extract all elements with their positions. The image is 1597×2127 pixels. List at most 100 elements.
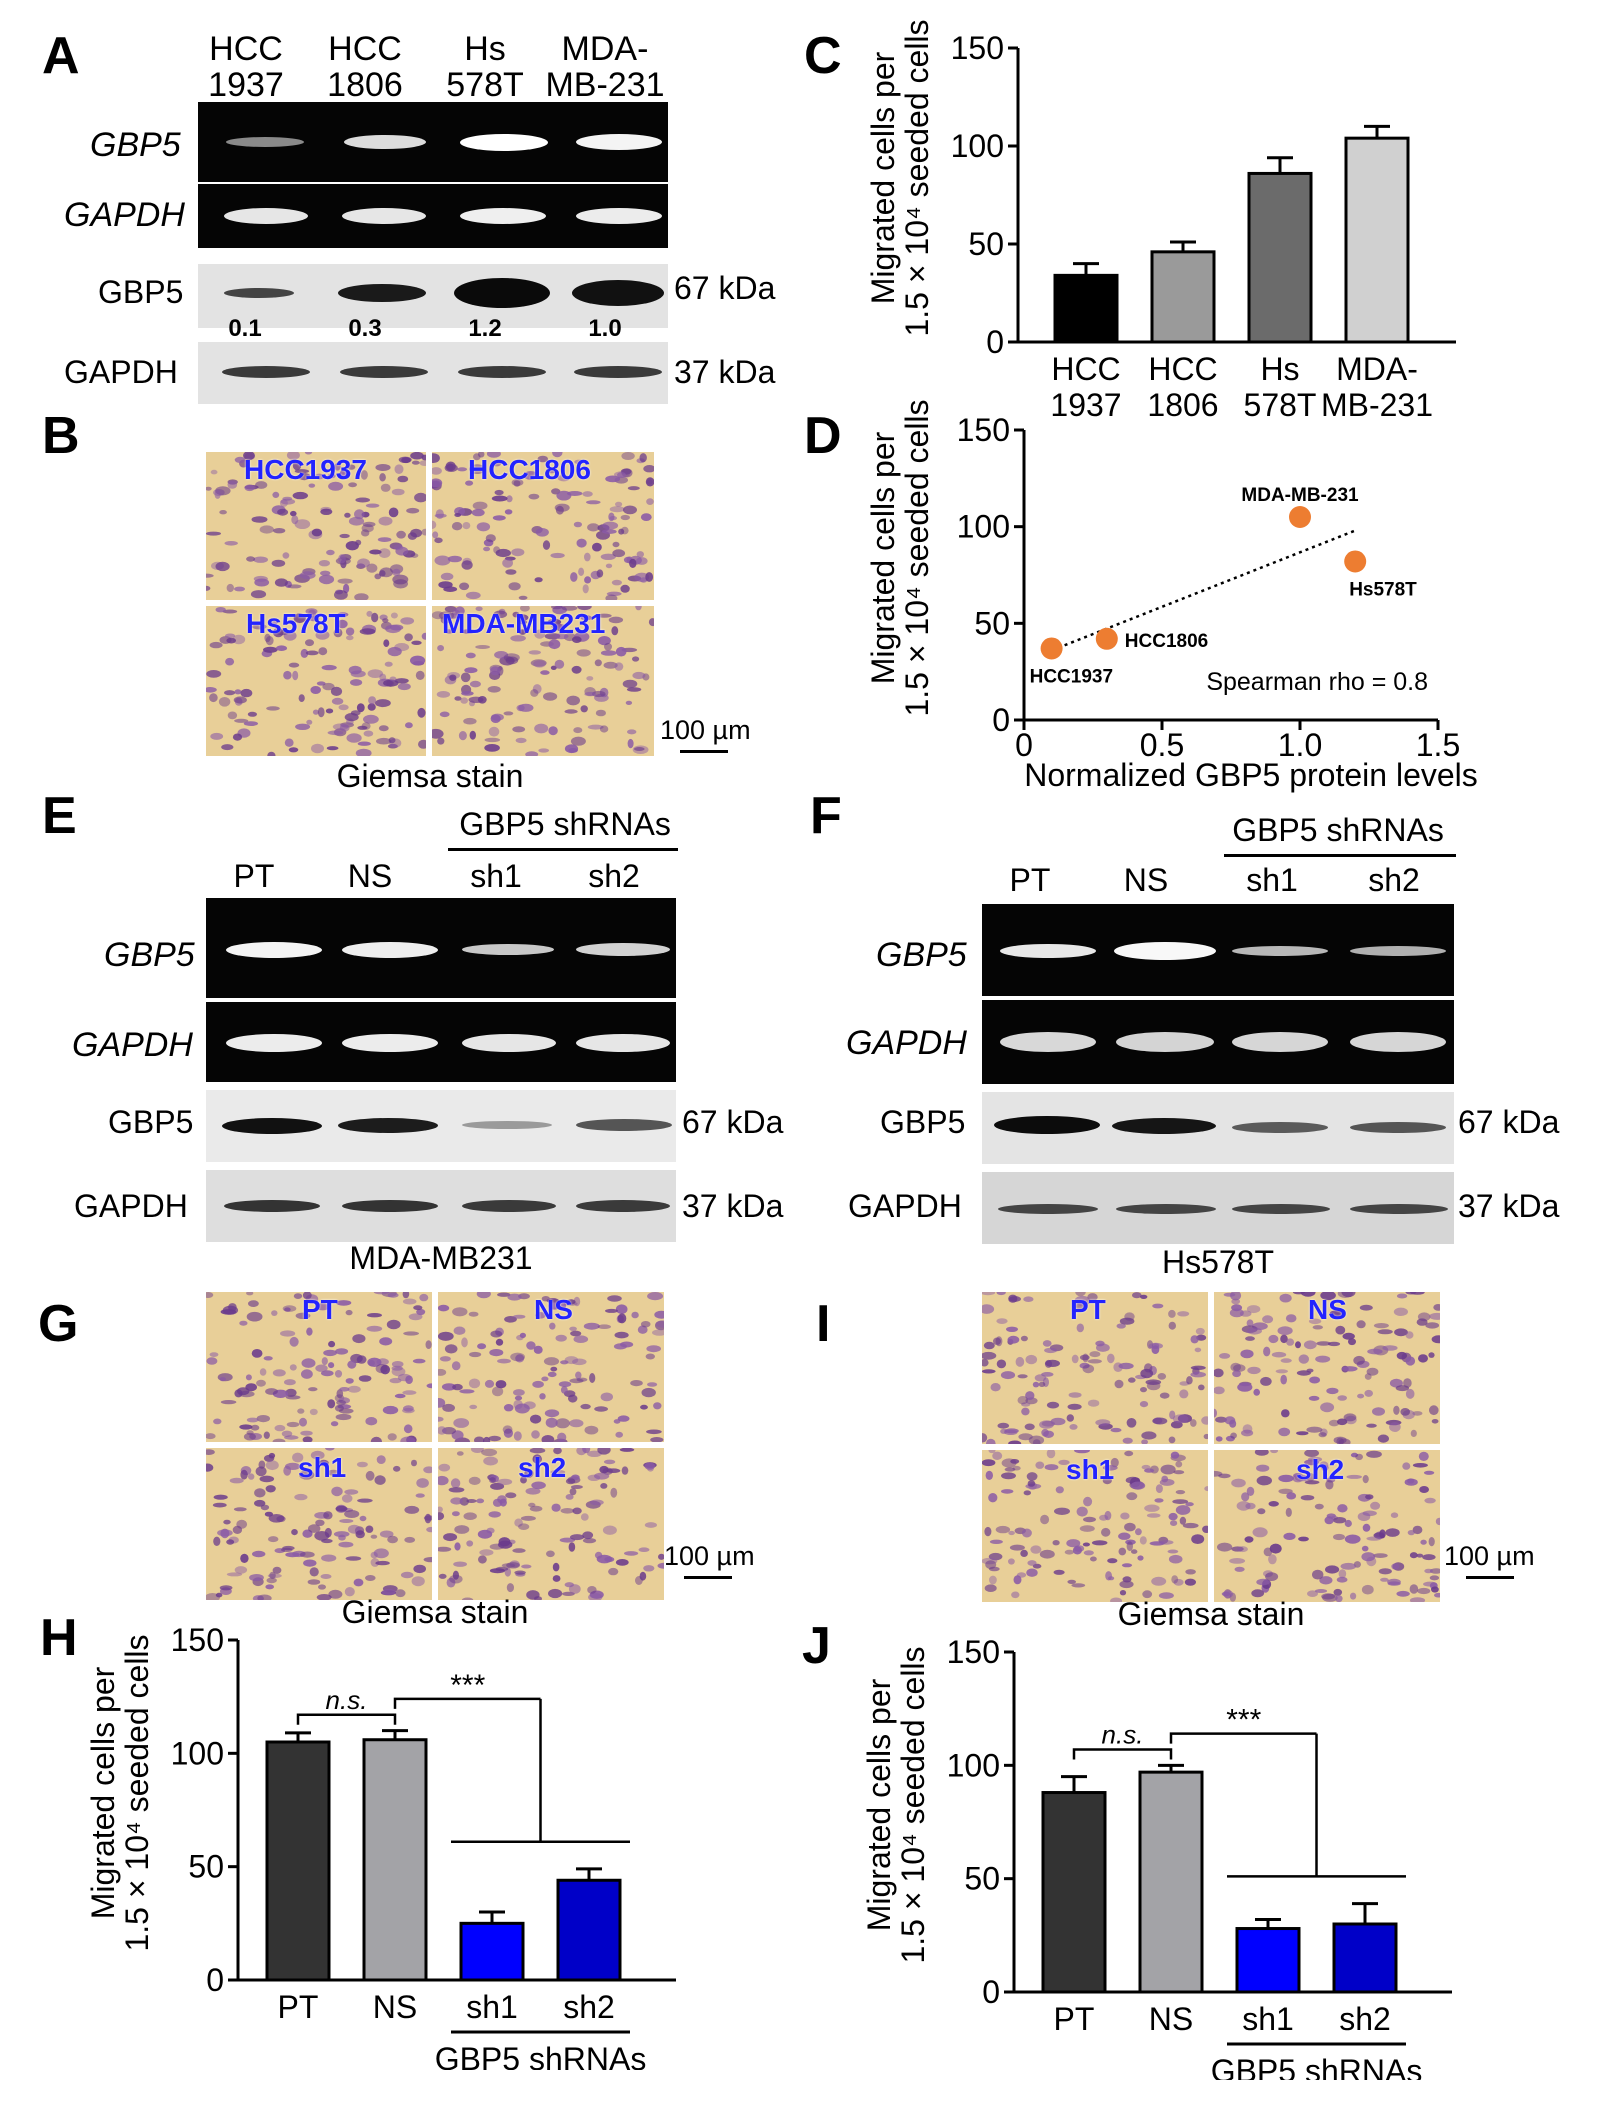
correlation-annotation: Spearman rho = 0.8 [1206,668,1428,696]
x-tick-label-line: PT [1054,2001,1095,2037]
sig-bracket-top [393,1697,541,1709]
lane-label: PT [233,858,275,894]
micrograph-label: HCC1937 [244,454,367,485]
significance-ns: n.s. [326,1685,368,1715]
x-tick-label: sh2 [563,1989,615,2025]
y-axis-label-line: 1.5 × 10⁴ seeded cells [119,1634,155,1951]
y-tick-label: 0 [992,702,1010,738]
x-tick-label: 0.5 [1140,727,1184,763]
x-tick-label-line: Hs [1260,351,1299,387]
significance-ns: n.s. [1102,1719,1144,1749]
cell-texture [206,1292,432,1442]
rt-pcr-gel-gapdh [982,1000,1454,1084]
x-tick-label-line: NS [1149,2001,1193,2037]
bar [1053,273,1119,344]
bar [1332,1922,1398,1994]
cell-texture [982,1450,1208,1602]
scale-bar-label: 100 µm [1444,1541,1535,1571]
y-tick-label: 100 [947,1747,1000,1783]
lane-label: NS [347,858,393,894]
x-tick-label: sh2 [1339,2001,1391,2037]
row-label-gapdh: GAPDH [846,1024,967,1062]
cell-line-label: HCC 1937 [208,30,284,104]
cell-texture [206,452,426,600]
micrograph: sh2 [1214,1450,1440,1602]
lane-label: sh1 [1246,862,1298,898]
group-label: GBP5 shRNAs [435,2041,647,2070]
y-tick-label: 150 [171,1622,224,1658]
western-blot-gbp5 [982,1092,1454,1164]
x-tick-label-line: HCC [1148,351,1217,387]
panel-label-D: D [804,407,842,465]
panel-label-J: J [802,1617,831,1675]
row-label-gapdh: GAPDH [72,1026,193,1064]
cell-texture [438,1448,664,1600]
bar [1344,136,1410,344]
x-tick-label: 0 [1015,727,1033,763]
lane-label: sh2 [588,858,640,894]
x-tick-label-line: PT [278,1989,319,2025]
wb-size-37: 37 kDa [674,354,776,390]
cell-line-label: MDA- MB-231 [545,30,665,104]
panel-label-C: C [804,27,842,85]
scale-bar [684,1576,732,1579]
x-tick-label: MDA-MB-231 [1321,351,1433,423]
row-label-gbp5: GBP5 [876,936,967,974]
scatter-point [1344,550,1367,573]
x-tick-label-line: 1937 [1050,387,1121,423]
cell-line-caption: MDA-MB231 [349,1240,533,1276]
stain-caption: Giemsa stain [1117,1596,1305,1632]
x-tick-label: HCC 1937 [1050,351,1121,423]
lane-label: PT [1009,862,1051,898]
micrograph-label: HCC1806 [468,454,591,485]
point-label: Hs578T [1349,579,1417,600]
micrograph-label: sh2 [1296,1454,1345,1485]
micrograph: sh2 [438,1448,664,1600]
wb-label-gapdh: GAPDH [64,354,178,390]
scale-bar [680,750,728,753]
y-axis-label: Migrated cells per1.5 × 10⁴ seeded cells [865,20,935,337]
cell-line-label: Hs 578T [446,30,524,104]
micrograph: sh1 [982,1450,1208,1602]
wb-size-37: 37 kDa [1458,1188,1560,1224]
micrograph: HCC1806 [432,452,654,600]
x-tick-label: HCC 1806 [1147,351,1218,423]
sig-bracket-top [1169,1732,1317,1744]
panel-label-A: A [42,27,80,85]
x-tick-label-line: NS [373,1989,417,2025]
micrograph-label: PT [1070,1294,1106,1325]
micrograph-label: MDA-MB231 [442,608,606,639]
cell-texture [438,1292,664,1442]
x-tick-label-line: sh1 [1242,2001,1294,2037]
micrograph: NS [438,1292,664,1442]
significance-stars: *** [450,1669,485,1702]
group-label: GBP5 shRNAs [459,806,671,842]
ns-bracket [1072,1748,1173,1760]
cell-texture [432,606,654,756]
y-tick-label: 50 [964,1861,1000,1897]
chart-D: Migrated cells per1.5 × 10⁴ seeded cells… [865,400,1478,793]
x-tick-label-line: sh1 [466,1989,518,2025]
wb-label-gbp5: GBP5 [880,1104,966,1140]
y-tick-label: 0 [206,1962,224,1998]
rt-pcr-gel-gbp5 [198,102,668,182]
wb-size-37: 37 kDa [682,1188,784,1224]
x-tick-label: NS [1149,2001,1193,2037]
wb-size-67: 67 kDa [674,270,776,306]
scatter-point [1095,627,1118,650]
x-tick-label-line: MB-231 [1321,387,1433,423]
x-tick-label-line: 578T [1244,387,1317,423]
x-axis-label: Normalized GBP5 protein levels [1024,757,1478,793]
western-blot-gbp5 [198,264,668,328]
gbp5-quant: 0.3 [348,315,382,342]
y-tick-label: 50 [974,605,1010,641]
bar [362,1738,428,1982]
significance-stars: *** [1226,1704,1261,1737]
scale-bar [1466,1576,1514,1579]
chart-J: Migrated cells per1.5 × 10⁴ seeded cells… [861,1634,1452,2080]
y-tick-label: 150 [951,30,1004,66]
trend-line [1051,529,1356,652]
ns-bracket [296,1713,397,1725]
micrograph: HCC1937 [206,452,426,600]
wb-size-67: 67 kDa [682,1104,784,1140]
